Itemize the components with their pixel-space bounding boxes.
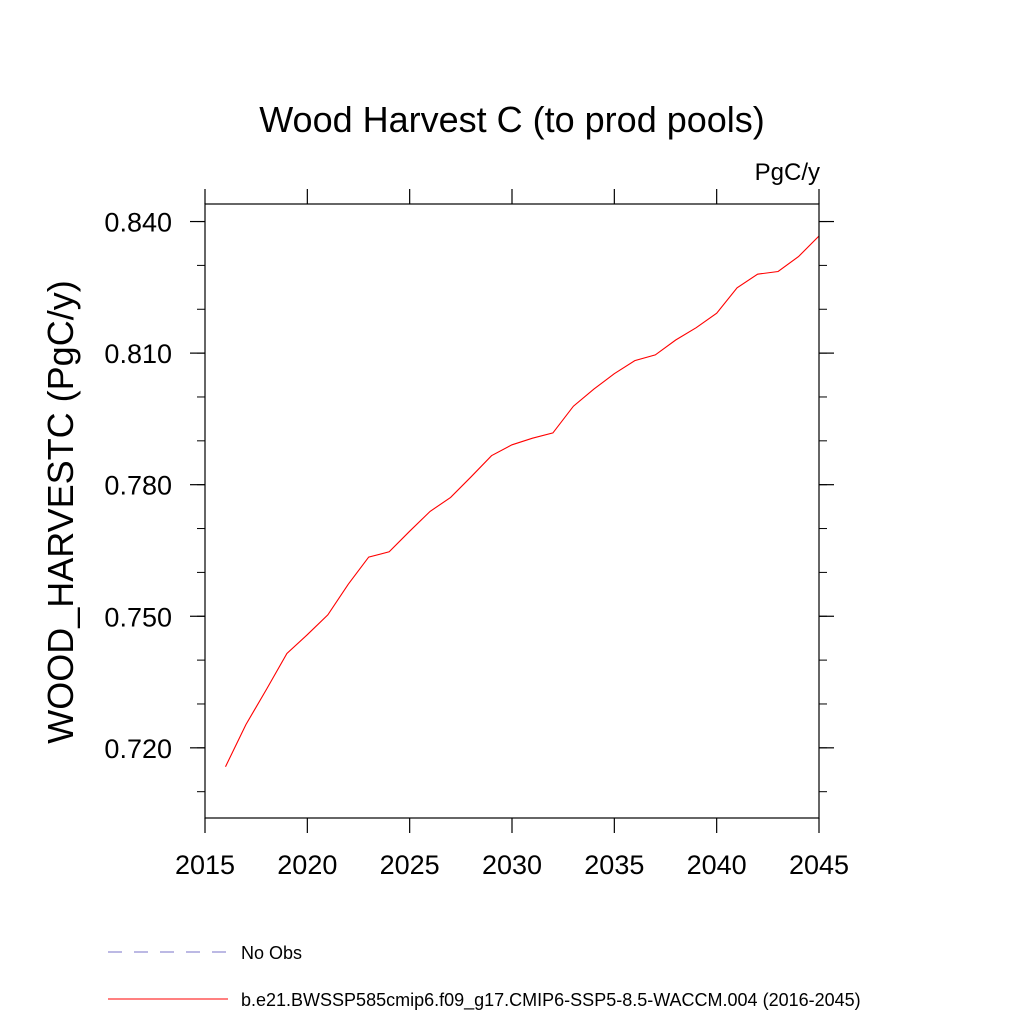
series-layer xyxy=(225,235,820,767)
x-tick-label: 2040 xyxy=(687,850,747,880)
x-tick-label: 2020 xyxy=(277,850,337,880)
chart-title: Wood Harvest C (to prod pools) xyxy=(259,99,765,140)
ticks-layer xyxy=(190,189,834,833)
y-tick-label: 0.780 xyxy=(104,471,172,501)
y-axis-label: WOOD_HARVESTC (PgC/y) xyxy=(40,280,81,743)
y-tick-label: 0.720 xyxy=(104,734,172,764)
y-tick-label: 0.750 xyxy=(104,602,172,632)
series-line xyxy=(225,235,820,767)
y-tick-label: 0.840 xyxy=(104,208,172,238)
legend-label: b.e21.BWSSP585cmip6.f09_g17.CMIP6-SSP5-8… xyxy=(241,990,861,1011)
plot-frame xyxy=(204,203,820,819)
x-tick-label: 2025 xyxy=(380,850,440,880)
tick-labels: 2015 2020 2025 2030 2035 2040 2045 0.720 0.750 0.… xyxy=(104,208,849,880)
x-tick-label: 2035 xyxy=(584,850,644,880)
legend: No Obs b.e21.BWSSP585cmip6.f09_g17.CMIP6-… xyxy=(108,943,861,1011)
x-tick-label: 2045 xyxy=(789,850,849,880)
y-tick-label: 0.810 xyxy=(104,339,172,369)
x-tick-label: 2030 xyxy=(482,850,542,880)
x-tick-label: 2015 xyxy=(175,850,235,880)
units-label: PgC/y xyxy=(755,159,820,186)
legend-label: No Obs xyxy=(241,943,302,963)
